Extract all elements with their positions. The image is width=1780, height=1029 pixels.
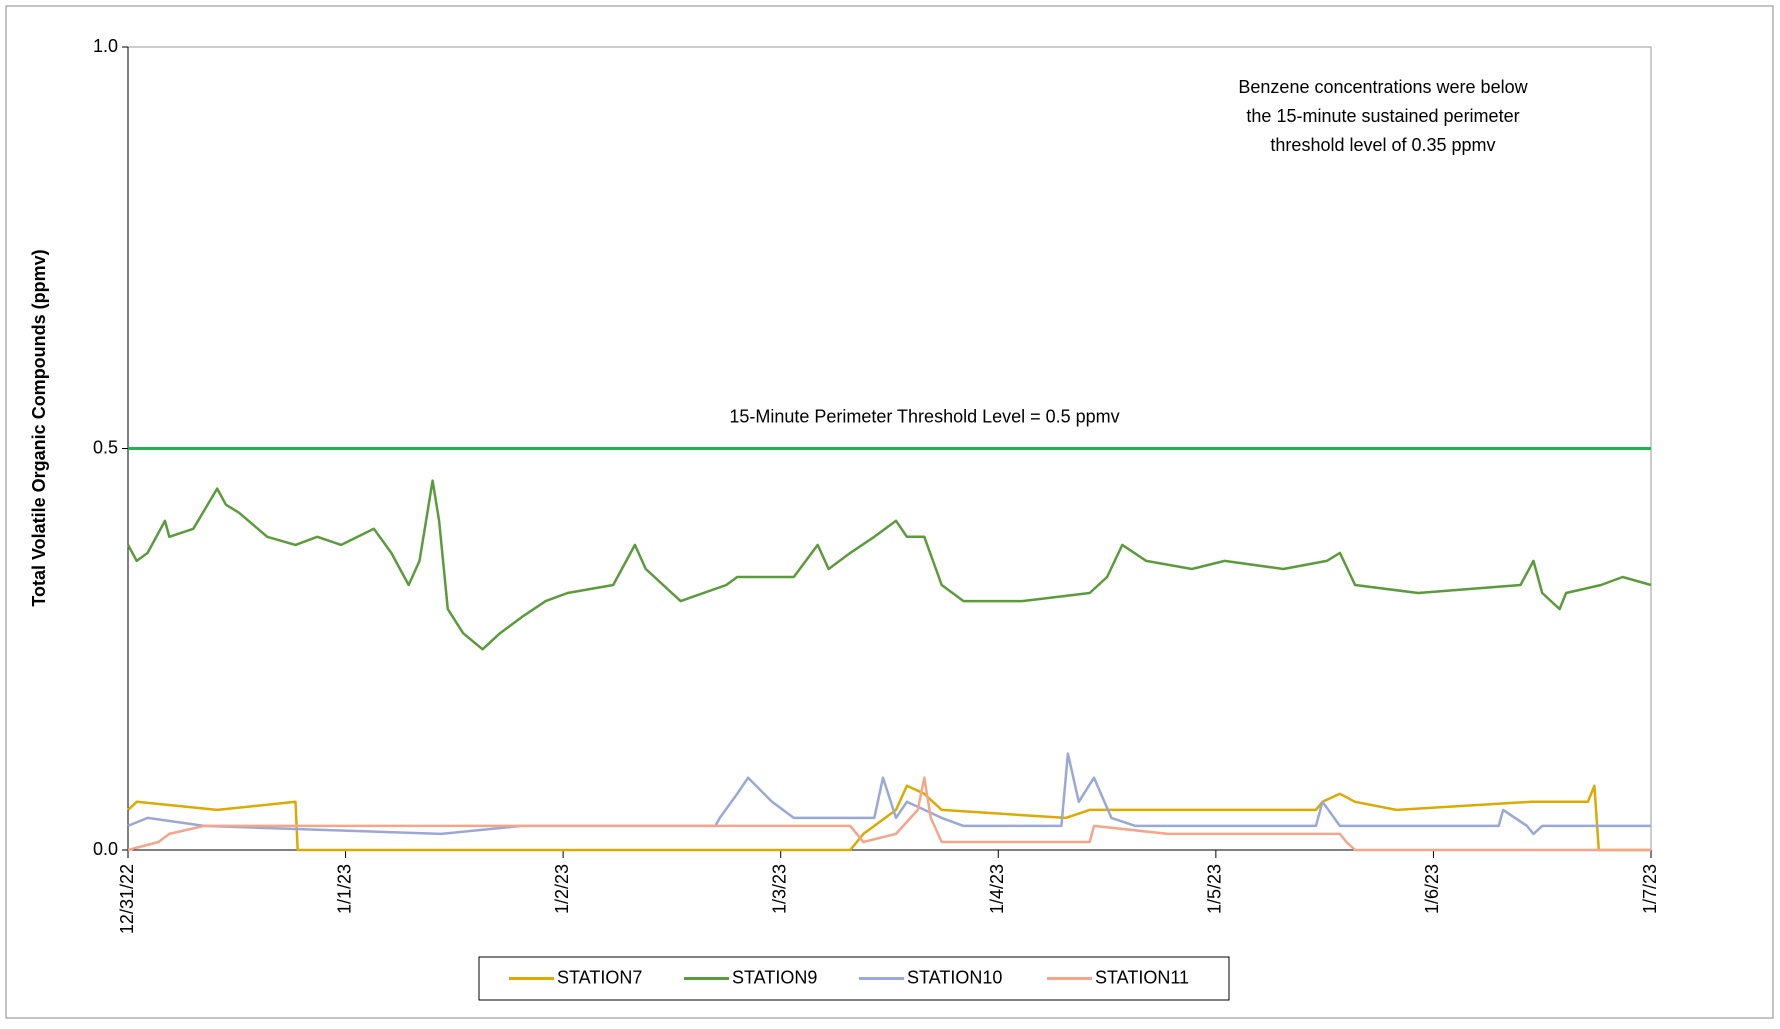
annotation: threshold level of 0.35 ppmv	[1270, 135, 1495, 155]
x-tick-label: 1/3/23	[769, 864, 789, 914]
series-line	[127, 752, 1651, 836]
x-tick-label: 1/7/23	[1640, 864, 1660, 914]
series-line	[126, 479, 1652, 651]
x-tick-label: 1/6/23	[1422, 864, 1442, 914]
annotation: Benzene concentrations were below	[1238, 77, 1528, 97]
legend-label: STATION10	[907, 967, 1002, 987]
x-tick-label: 1/2/23	[552, 864, 572, 914]
series-line	[127, 784, 1651, 852]
legend-label: STATION9	[732, 967, 817, 987]
x-tick-label: 1/5/23	[1205, 864, 1225, 914]
y-tick-label: 0.5	[93, 437, 118, 457]
legend	[478, 956, 1230, 1001]
y-axis-label: Total Volatile Organic Compounds (ppmv)	[29, 249, 49, 606]
legend-label: STATION11	[1095, 967, 1189, 987]
threshold-label: 15-Minute Perimeter Threshold Level = 0.…	[729, 406, 1119, 426]
chart-frame	[5, 5, 1774, 1019]
x-tick-label: 12/31/22	[117, 864, 137, 934]
x-tick-label: 1/4/23	[987, 864, 1007, 914]
y-tick-label: 0.0	[93, 839, 118, 859]
series-line	[127, 776, 1651, 852]
y-tick-label: 1.0	[93, 36, 118, 56]
x-tick-label: 1/1/23	[334, 864, 354, 914]
annotation: the 15-minute sustained perimeter	[1246, 106, 1519, 126]
legend-label: STATION7	[557, 967, 642, 987]
